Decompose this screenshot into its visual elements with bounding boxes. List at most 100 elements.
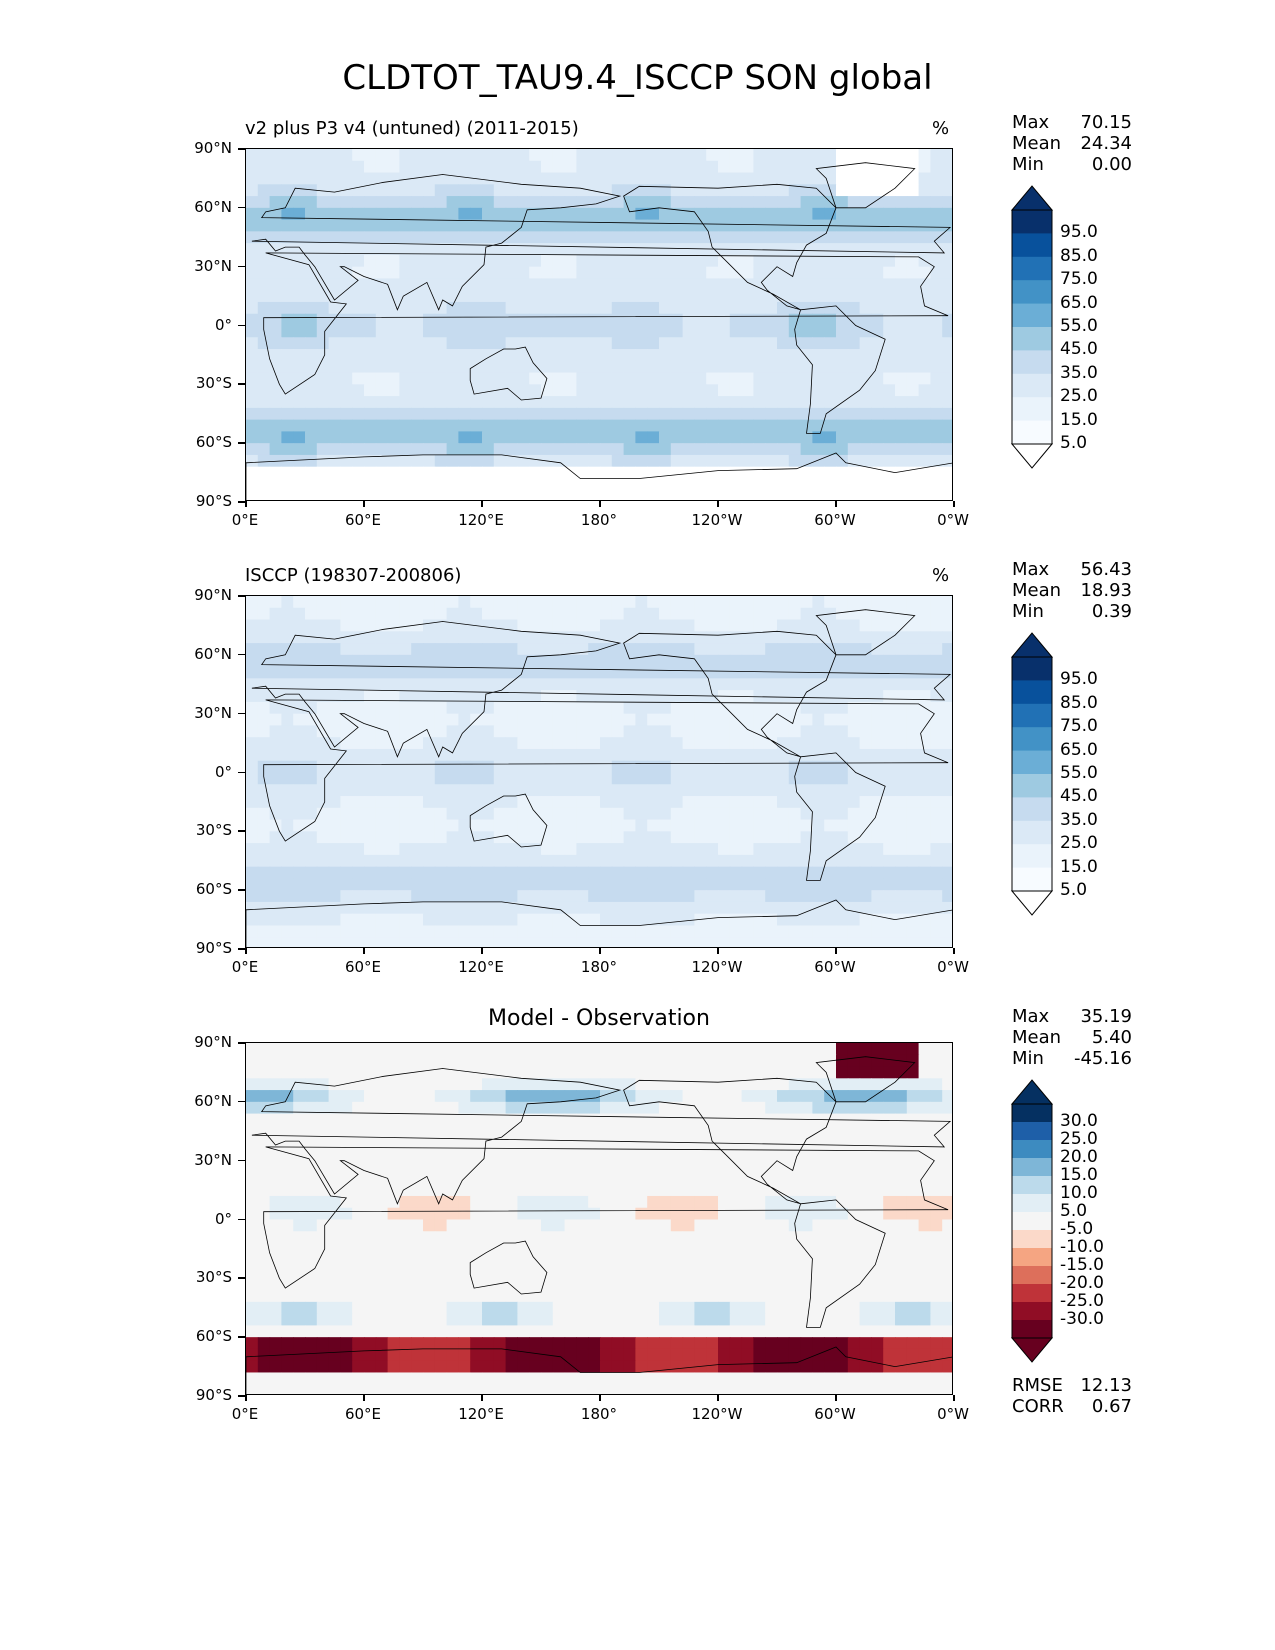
metric-value: 12.13	[1080, 1375, 1132, 1396]
coastline	[263, 1146, 949, 1289]
lat-tick-mark	[238, 595, 245, 597]
stat-label: Min	[1012, 154, 1044, 175]
panel-unit: %	[932, 565, 950, 586]
colorbar-bin	[1012, 256, 1052, 281]
colorbar-bin	[1012, 657, 1052, 681]
colorbar-bin	[1012, 420, 1052, 445]
contour-map	[246, 1043, 952, 1394]
colorbar-label: 95.0	[1060, 222, 1098, 243]
coastline	[246, 1346, 952, 1394]
colorbar-bin	[1012, 1230, 1052, 1249]
lat-tick-mark	[238, 948, 245, 950]
colorbar-bin	[1012, 1284, 1052, 1303]
lat-tick-label: 0°	[214, 762, 232, 781]
lon-tick-label: 180°	[580, 511, 618, 529]
coastline	[815, 609, 916, 656]
stat-value: 0.00	[1091, 154, 1132, 175]
colorbar-bin	[1012, 1266, 1052, 1285]
lat-tick-mark	[238, 148, 245, 150]
lon-tick-mark	[481, 501, 483, 507]
colorbar-label: 5.0	[1060, 433, 1088, 453]
map-plot-area	[245, 595, 953, 948]
colorbar-label: -20.0	[1060, 1273, 1104, 1293]
lat-tick-mark	[238, 442, 245, 444]
colorbar-label: 10.0	[1060, 1183, 1098, 1203]
coastline	[794, 1199, 886, 1328]
lat-tick-mark	[238, 771, 245, 773]
coastline	[246, 452, 952, 500]
lon-tick-mark	[599, 501, 601, 507]
colorbar-bin	[1012, 1302, 1052, 1321]
lon-tick-mark	[245, 501, 247, 507]
colorbar-label: 65.0	[1060, 739, 1098, 760]
panel-unit: %	[932, 118, 950, 139]
lat-tick-label: 90°N	[194, 1033, 232, 1051]
coastline	[251, 174, 952, 311]
stat-label: Mean	[1012, 1027, 1062, 1048]
colorbar-label: 55.0	[1060, 316, 1098, 336]
lon-tick-label: 60°E	[344, 511, 382, 529]
lat-tick-label: 90°N	[194, 586, 232, 604]
coastline	[623, 183, 837, 311]
colorbar-bin	[1012, 1104, 1052, 1123]
lon-tick-mark	[363, 501, 365, 507]
lon-tick-mark	[481, 948, 483, 954]
colorbar-bin	[1012, 303, 1052, 328]
colorbar-label: -10.0	[1060, 1237, 1104, 1257]
lon-tick-mark	[599, 1395, 601, 1401]
lon-tick-label: 0°W	[937, 511, 969, 529]
colorbar-label: 95.0	[1060, 669, 1098, 690]
colorbar-bin	[1012, 1140, 1052, 1159]
colorbar-bin	[1012, 233, 1052, 258]
colorbar-label: 85.0	[1060, 692, 1098, 713]
lon-tick-mark	[717, 501, 719, 507]
stat-value: 0.39	[1091, 601, 1132, 622]
lon-tick-label: 120°E	[458, 1405, 504, 1423]
coastline	[251, 1068, 952, 1205]
metric-label: RMSE	[1012, 1375, 1063, 1396]
colorbar-bin	[1012, 750, 1052, 775]
coastline	[794, 305, 886, 434]
stat-label: Max	[1012, 112, 1050, 133]
colorbar-label: -25.0	[1060, 1291, 1104, 1311]
lat-tick-label: 60°N	[194, 197, 232, 216]
colorbar-label: 45.0	[1060, 786, 1098, 807]
colorbar-label: -15.0	[1060, 1255, 1104, 1275]
lon-tick-label: 60°E	[344, 958, 382, 976]
stat-value: 18.93	[1080, 580, 1132, 601]
panel-left-title: v2 plus P3 v4 (untuned) (2011-2015)	[245, 118, 579, 139]
colorbar-bin	[1012, 1212, 1052, 1231]
lat-tick-label: 60°S	[195, 433, 232, 452]
lat-tick-mark	[238, 383, 245, 385]
colorbar-label: 55.0	[1060, 763, 1098, 783]
colorbar-bottom-extend	[1011, 890, 1053, 916]
colorbar-bin	[1012, 867, 1052, 892]
lat-tick-label: 60°S	[195, 880, 232, 899]
colorbar-label: 25.0	[1060, 1129, 1098, 1149]
colorbar-label: 15.0	[1060, 1165, 1098, 1185]
lat-tick-mark	[238, 1277, 245, 1279]
lon-tick-mark	[481, 1395, 483, 1401]
lon-tick-label: 180°	[580, 958, 618, 976]
figure-title: CLDTOT_TAU9.4_ISCCP SON global	[342, 58, 933, 98]
lat-tick-label: 0°	[214, 1209, 232, 1228]
lat-tick-mark	[238, 324, 245, 326]
stat-label: Max	[1012, 1006, 1050, 1027]
lon-tick-mark	[363, 948, 365, 954]
lat-tick-mark	[238, 265, 245, 268]
colorbar-top-extend	[1011, 1079, 1053, 1105]
lat-tick-label: 60°N	[194, 1091, 232, 1110]
lon-tick-label: 60°W	[814, 511, 856, 529]
lon-tick-mark	[245, 1395, 247, 1401]
colorbar-label: 75.0	[1060, 716, 1098, 737]
lat-tick-mark	[238, 830, 245, 832]
lon-tick-mark	[245, 948, 247, 954]
colorbar-bin	[1012, 844, 1052, 869]
colorbar-bin	[1012, 774, 1052, 798]
lon-tick-label: 0°E	[231, 958, 259, 976]
stat-label: Max	[1012, 559, 1050, 580]
lat-tick-label: 90°S	[195, 492, 232, 510]
coastline	[623, 630, 837, 758]
stat-label: Min	[1012, 601, 1044, 622]
colorbar-label: -30.0	[1060, 1309, 1104, 1329]
